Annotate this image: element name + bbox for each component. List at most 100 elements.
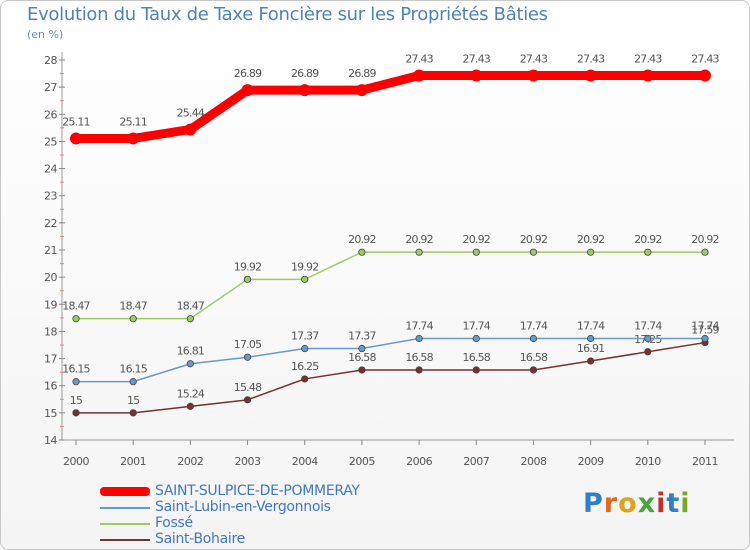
x-tick-label: 2005 [349,455,375,468]
data-label-1: 17.05 [234,338,262,351]
data-point-2 [472,248,480,256]
data-point-0 [413,69,426,82]
data-point-3 [301,375,309,383]
y-tick-label: 21 [44,244,57,257]
data-point-3 [587,357,595,365]
data-point-1 [358,344,366,353]
data-point-1 [472,334,480,343]
legend-swatch-saint-bohaire [100,539,150,541]
y-tick-label: 28 [44,54,57,67]
y-tick-label: 19 [44,298,57,311]
series-line-0 [71,70,710,143]
data-label-0: 26.89 [348,67,376,80]
data-label-1: 17.74 [520,319,548,332]
data-label-2: 20.92 [348,233,376,246]
data-label-0: 25.44 [177,106,205,119]
data-label-3: 15 [127,394,140,407]
data-point-1 [72,378,80,386]
data-label-2: 18.47 [177,300,205,313]
proxiti-logo: Proxiti [583,488,691,519]
legend-label-fosse: Fossé [155,515,193,531]
data-point-2 [72,315,80,323]
data-label-3: 16.58 [348,351,376,364]
y-tick-label: 23 [44,190,57,203]
series-line-1 [75,337,706,383]
data-label-0: 25.11 [119,115,147,128]
data-point-0 [184,123,197,136]
data-point-3 [243,396,252,404]
data-point-2 [644,248,652,256]
x-tick-label: 2002 [177,455,203,468]
y-tick-label: 24 [44,163,57,176]
data-point-3 [529,366,538,374]
data-point-3 [129,409,137,417]
data-label-2: 20.92 [405,233,433,246]
y-tick-label: 25 [44,135,57,148]
legend-swatch-saint-sulpice [100,487,150,496]
data-label-1: 17.74 [691,319,719,332]
data-label-1: 16.15 [62,363,90,376]
y-tick-label: 18 [44,325,57,338]
data-point-0 [699,69,711,82]
data-label-2: 19.92 [291,260,319,273]
legend-label-saint-bohaire: Saint-Bohaire [155,531,245,547]
data-point-0 [241,84,254,97]
data-label-3: 16.25 [291,360,319,373]
x-tick-label: 2004 [292,455,318,468]
x-tick-label: 2000 [63,455,89,468]
legend-label-saint-sulpice: SAINT-SULPICE-DE-POMMERAY [155,483,360,499]
data-label-0: 26.89 [291,67,319,80]
data-label-2: 20.92 [691,233,719,246]
y-tick-label: 14 [44,434,57,447]
y-axis-unit: (en %) [27,28,64,41]
data-label-0: 27.43 [691,52,719,65]
data-point-1 [186,360,194,368]
data-label-3: 16.58 [520,351,548,364]
data-point-1 [644,334,652,343]
data-point-1 [129,378,137,386]
data-label-2: 20.92 [634,233,662,246]
data-label-1: 17.74 [463,319,491,332]
data-label-0: 26.89 [234,67,262,80]
data-label-3: 16.91 [577,342,605,355]
data-label-2: 19.92 [234,260,262,273]
data-label-0: 27.43 [577,52,605,65]
data-point-0 [127,132,140,145]
data-point-0 [584,69,597,82]
data-label-3: 15.48 [234,381,262,394]
data-point-3 [415,366,423,374]
data-point-2 [243,275,252,283]
data-label-1: 16.15 [119,363,147,376]
data-point-2 [587,248,595,256]
data-point-1 [587,334,595,343]
data-point-3 [644,348,652,356]
data-point-2 [301,275,309,283]
y-tick-label: 26 [44,108,57,121]
data-point-1 [701,334,709,343]
data-label-1: 17.74 [634,319,662,332]
data-point-3 [186,402,194,410]
data-point-2 [701,248,709,256]
data-label-0: 27.43 [463,52,491,65]
data-point-1 [301,344,309,353]
data-point-0 [70,132,82,145]
data-label-1: 17.37 [348,330,376,343]
data-label-1: 17.74 [577,319,605,332]
x-tick-label: 2001 [120,455,146,468]
data-label-3: 16.58 [405,351,433,364]
data-label-0: 25.11 [62,115,90,128]
x-tick-label: 2008 [520,455,546,468]
y-tick-label: 27 [44,81,57,94]
chart-title: Evolution du Taux de Taxe Foncière sur l… [27,4,548,25]
data-point-1 [243,353,252,361]
data-point-2 [415,248,423,256]
data-label-0: 27.43 [520,52,548,65]
data-label-1: 17.37 [291,330,319,343]
data-label-2: 18.47 [119,300,147,313]
series-line-2 [75,251,706,320]
data-point-2 [186,315,194,323]
y-tick-label: 20 [44,271,57,284]
series-line-3 [75,341,706,414]
